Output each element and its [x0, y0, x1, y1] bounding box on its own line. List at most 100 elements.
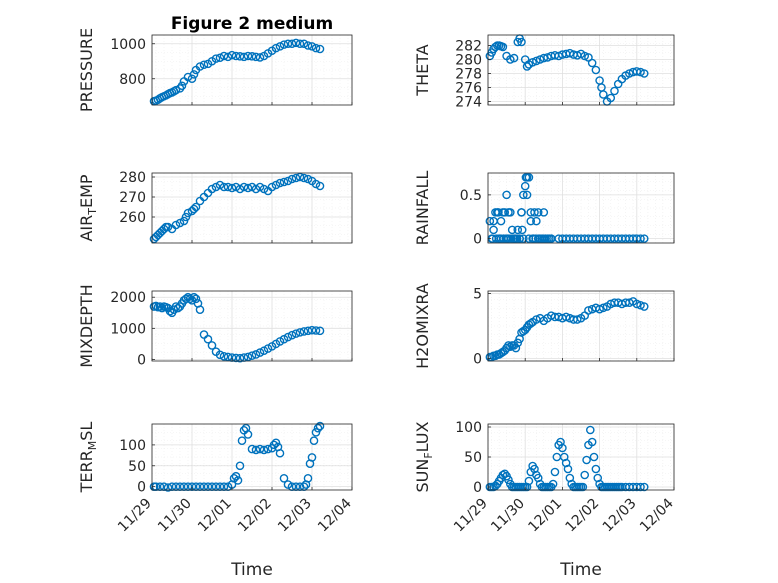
airtemp-ytick-label-280: 280: [119, 170, 146, 186]
rainfall-data-point: [533, 208, 543, 217]
terrmsl-ytick-label-0: 0: [137, 480, 146, 496]
pressure-data-point: [189, 70, 199, 79]
rainfall-data-point: [494, 208, 503, 217]
pressure-data-point: [199, 60, 209, 70]
sunflux-xtick-label-11-29: 11/29: [451, 496, 491, 536]
h2omixra-data-point: [636, 300, 645, 310]
mixdepth-data-point: [181, 294, 191, 304]
airtemp-data-point: [315, 181, 325, 191]
mixdepth-data-point: [283, 332, 293, 342]
pressure-data-point: [195, 62, 205, 71]
airtemp-data-point: [183, 208, 193, 218]
airtemp-axes-box: [151, 172, 353, 244]
theta-data-point: [539, 53, 549, 63]
mixdepth-data-point: [195, 305, 205, 314]
terrmsl-data-point: [311, 428, 321, 437]
rainfall-data-point: [485, 216, 495, 226]
airtemp-data-point: [181, 212, 191, 222]
pressure-axes-box: [151, 34, 353, 106]
theta-data-point: [522, 62, 532, 71]
mixdepth-data-point: [251, 350, 261, 359]
sunflux-data-point: [556, 437, 565, 447]
sunflux-data-point: [593, 473, 603, 483]
pressure-data-point: [223, 52, 233, 62]
sunflux-ylabel-main: SUN: [413, 459, 432, 493]
mixdepth-data-point: [287, 330, 297, 340]
pressure-data-point: [243, 51, 253, 61]
pressure-data-point: [211, 54, 221, 63]
rainfall-data-point: [531, 234, 540, 243]
terrmsl-data-point: [231, 471, 241, 481]
sunflux-data-point: [591, 464, 601, 474]
rainfall-axes-box: [487, 172, 675, 244]
rainfall-data-point: [522, 190, 532, 200]
sunflux-xtick-label-11-30: 11/30: [488, 496, 528, 536]
airtemp-data-point: [171, 220, 181, 230]
rainfall-data-point: [524, 173, 534, 182]
theta-data-point: [639, 69, 649, 78]
terrmsl-ytick-label-50: 50: [128, 459, 146, 475]
h2omixra-ytick-label-0: 0: [473, 351, 482, 367]
airtemp-data-point: [243, 183, 253, 193]
airtemp-data-point: [207, 184, 217, 194]
sunflux-xtick-label-12-02: 12/02: [563, 496, 603, 536]
mixdepth-data-point: [243, 352, 253, 362]
mixdepth-data-point: [315, 326, 325, 336]
rainfall-data-point: [512, 234, 522, 243]
sunflux-ylabel: SUNFLUX: [413, 421, 435, 492]
terrmsl-xlabel: Time: [230, 560, 273, 580]
theta-data-point: [580, 51, 590, 61]
h2omixra-data-point: [572, 315, 582, 324]
pressure-data-point: [283, 39, 293, 49]
pressure-data-point: [219, 51, 229, 61]
rainfall-data-point: [530, 208, 539, 217]
theta-series: [485, 34, 649, 106]
theta-ylabel-main: THETA: [413, 44, 432, 96]
terrmsl-xtick-label-12-02: 12/02: [235, 496, 275, 536]
sunflux-ylabel-subscript: F: [422, 452, 435, 458]
mixdepth-data-point: [235, 353, 245, 363]
pressure-data-point: [291, 38, 301, 48]
rainfall-data-point: [526, 216, 536, 226]
theta-data-point: [506, 55, 515, 64]
airtemp-ytick-label-270: 270: [119, 190, 146, 206]
terrmsl-data-point: [307, 453, 317, 462]
sunflux-data-point: [533, 473, 543, 483]
rainfall-data-point: [533, 234, 543, 243]
rainfall-data-point: [519, 190, 528, 200]
pressure-data-point: [307, 42, 317, 51]
terrmsl-data-point: [275, 448, 285, 458]
sunflux-data-point: [578, 482, 588, 492]
terrmsl-xtick-label-12-03: 12/03: [275, 496, 315, 536]
rainfall-ytick-label-0: 0: [473, 232, 482, 248]
theta-data-point: [554, 51, 563, 61]
sunflux-data-point: [561, 458, 571, 468]
theta-data-point: [543, 53, 552, 62]
terrmsl-data-point: [263, 444, 273, 454]
h2omixra-data-point: [632, 299, 642, 309]
sunflux-data-point: [548, 479, 558, 489]
panel-terrmsl: 0 50 100 11/29 11/30 12/01 12/02 12/03 12/04 TERR…: [77, 422, 355, 580]
theta-data-point: [606, 93, 616, 103]
theta-data-point: [528, 58, 537, 67]
sunflux-data-point: [550, 467, 560, 477]
mixdepth-data-point: [231, 353, 241, 363]
pressure-ylabel-main: PRESSURE: [77, 28, 96, 112]
sunflux-ytick-label-0: 0: [473, 480, 482, 496]
pressure-data-point: [239, 52, 249, 62]
airtemp-data-point: [235, 184, 245, 194]
rainfall-data-point: [532, 216, 541, 226]
theta-data-point: [517, 37, 526, 47]
h2omixra-ytick-label-5: 5: [473, 287, 482, 303]
rainfall-data-point: [515, 234, 524, 243]
mixdepth-data-point: [219, 352, 229, 361]
terrmsl-data-point: [303, 474, 313, 483]
pressure-data-point: [227, 50, 237, 60]
airtemp-data-point: [239, 182, 249, 192]
sunflux-series: [485, 425, 649, 492]
pressure-data-point: [271, 43, 281, 53]
pressure-ylabel: PRESSURE: [77, 28, 96, 112]
terrmsl-ylabel-subscript: M: [86, 441, 99, 451]
airtemp-data-point: [275, 178, 285, 188]
terrmsl-data-point: [247, 444, 257, 454]
